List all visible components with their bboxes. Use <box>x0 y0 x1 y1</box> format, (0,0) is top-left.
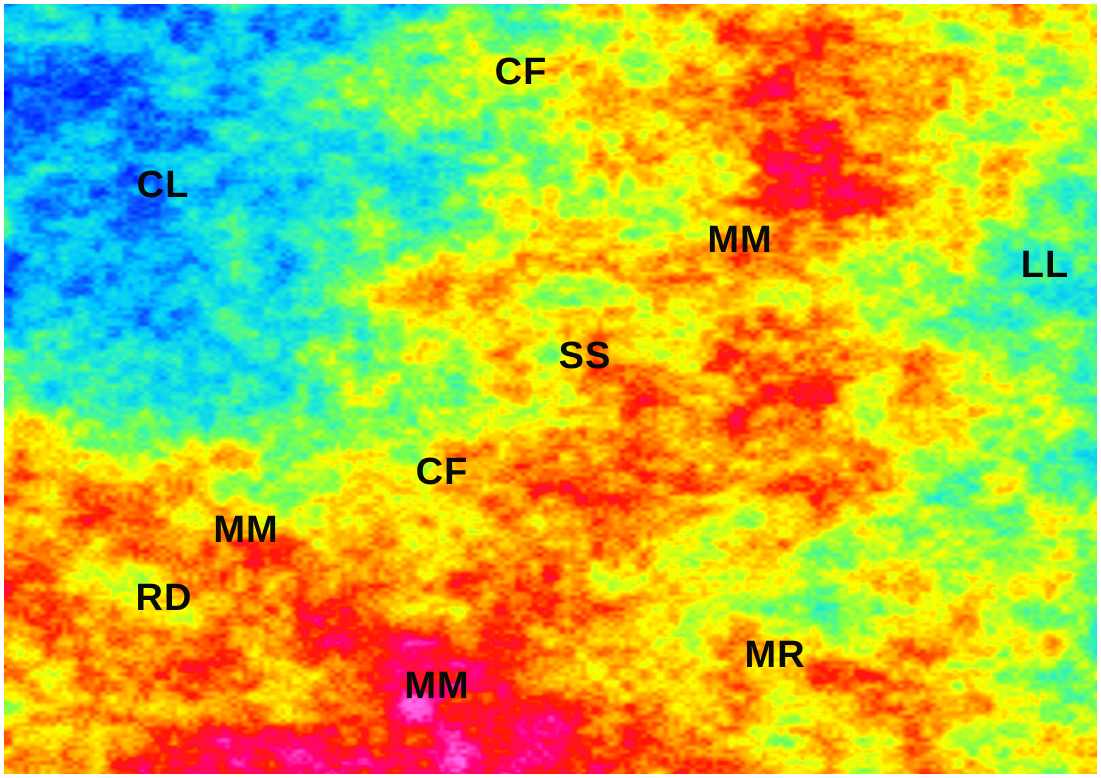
map-raster <box>4 4 1097 774</box>
